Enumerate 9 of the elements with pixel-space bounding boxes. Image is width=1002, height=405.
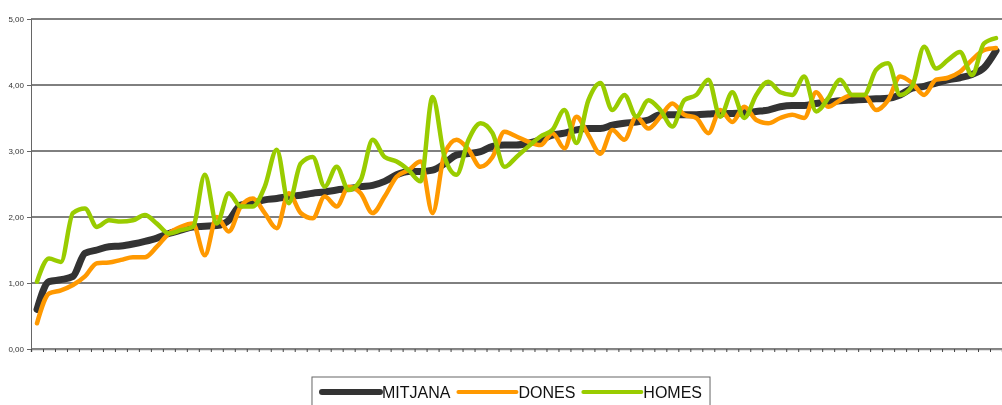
legend-label: HOMES: [643, 384, 703, 401]
legend-label: MITJANA: [381, 384, 451, 401]
y-tick-label: 5,00: [8, 15, 25, 25]
y-tick-label: 3,00: [8, 147, 25, 157]
y-tick-label: 2,00: [8, 213, 25, 223]
legend-label: DONES: [518, 384, 576, 401]
y-tick-label: 0,00: [8, 345, 25, 355]
y-tick-label: 1,00: [8, 279, 25, 289]
y-tick-label: 4,00: [8, 81, 25, 91]
